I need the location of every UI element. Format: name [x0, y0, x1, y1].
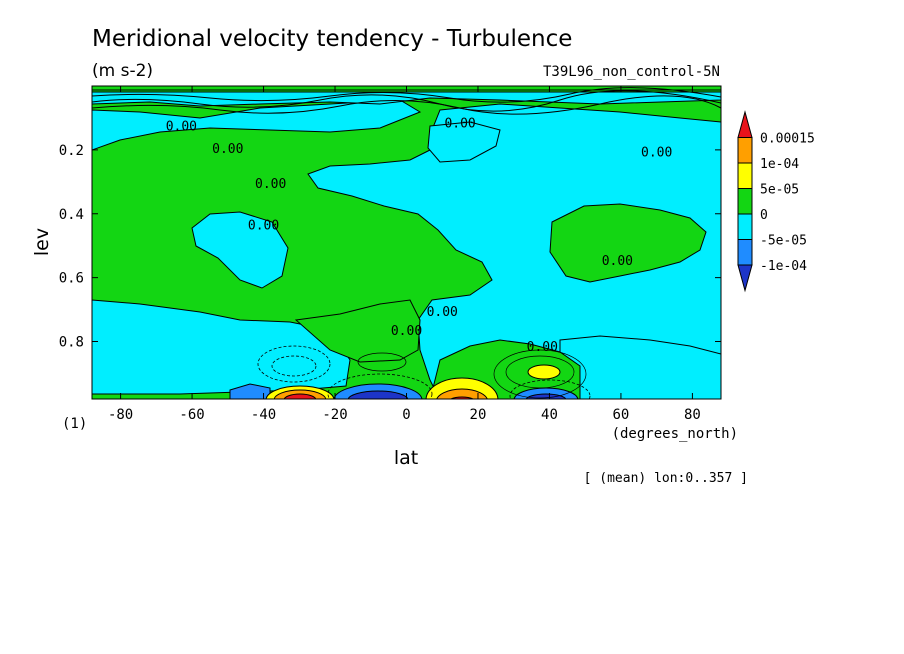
- colorbar-cap-bottom: [737, 264, 753, 293]
- x-axis-label: lat: [394, 447, 418, 469]
- colorbar-swatch: [737, 213, 753, 240]
- y-tick-label: 0.6: [59, 271, 84, 287]
- x-units-label: (degrees_north): [612, 426, 738, 442]
- colorbar-swatch: [737, 188, 753, 215]
- region-negative-upper-left: [92, 99, 422, 151]
- contour-label: 0.00: [427, 305, 458, 320]
- chart-units: (m s-2): [92, 61, 153, 81]
- x-tick-label: 80: [684, 407, 701, 423]
- contour-label: 0.00: [255, 177, 286, 192]
- colorbar-swatch: [737, 239, 753, 266]
- x-tick-label: -60: [179, 407, 204, 423]
- y-axis: 0.2 0.4 0.6 0.8: [59, 143, 721, 351]
- contour-label: 0.00: [166, 120, 197, 135]
- region-negative-center: [307, 103, 721, 399]
- contour-field: [92, 86, 721, 399]
- region-positive-core-north-mid: [436, 388, 488, 399]
- x-axis: -80 -60 -40 -20 0 20 40 60 80: [108, 86, 701, 423]
- negative-contours: [257, 345, 591, 399]
- x-tick-label: -40: [251, 407, 276, 423]
- region-negative-lower-left: [92, 299, 351, 395]
- region-positive-core-north: [425, 377, 499, 399]
- y-tick-label: 0.2: [59, 143, 84, 159]
- x-tick-label: 20: [470, 407, 487, 423]
- region-positive-spot-north: [527, 364, 561, 380]
- y-units-label: (1): [62, 416, 87, 432]
- x-tick-label: 0: [402, 407, 410, 423]
- colorbar-swatch: [737, 137, 753, 164]
- colorbar-label: -5e-05: [760, 234, 807, 249]
- y-tick-label: 0.8: [59, 335, 84, 351]
- x-tick-label: 40: [541, 407, 558, 423]
- region-negative-upper-center: [427, 121, 501, 163]
- region-positive-core-south-max: [283, 393, 317, 399]
- region-negative-core-equator-max: [347, 390, 409, 399]
- contour-label: 0.00: [391, 324, 422, 339]
- colorbar: 0.00015 1e-04 5e-05 0 -5e-05 -1e-04: [737, 110, 815, 293]
- colorbar-label: 1e-04: [760, 157, 799, 172]
- colorbar-cap-top: [737, 110, 753, 138]
- x-tick-label: -20: [322, 407, 347, 423]
- region-negative-right-lower: [559, 335, 721, 399]
- colorbar-label: 0: [760, 208, 768, 223]
- chart-title: Meridional velocity tendency - Turbulenc…: [92, 26, 572, 52]
- contour-label: 0.00: [444, 117, 475, 132]
- chart-subtitle: T39L96_non_control-5N: [543, 64, 720, 80]
- y-tick-label: 0.4: [59, 207, 84, 223]
- x-tick-label: -80: [108, 407, 133, 423]
- contour-label: 0.00: [602, 254, 633, 269]
- contour-label: 0.00: [527, 340, 558, 355]
- region-positive-right-mid: [549, 203, 707, 283]
- region-positive-core-south-mid: [273, 389, 327, 399]
- colorbar-label: 5e-05: [760, 183, 799, 198]
- region-positive-central-tongue: [294, 299, 421, 363]
- colorbar-label: -1e-04: [760, 259, 807, 274]
- y-axis-label: lev: [31, 228, 53, 256]
- colorbar-swatch: [737, 162, 753, 189]
- region-negative-left-mid: [191, 211, 289, 289]
- contour-label: 0.00: [248, 219, 279, 234]
- x-tick-label: 60: [613, 407, 630, 423]
- contour-label: 0.00: [641, 145, 672, 160]
- positive-contours: [357, 349, 587, 399]
- footnote: [ (mean) lon:0..357 ]: [584, 471, 748, 486]
- contour-label: 0.00: [212, 142, 243, 157]
- colorbar-label: 0.00015: [760, 132, 815, 147]
- contour-labels: 0.00 0.00 0.00 0.00 0.00 0.00 0.00 0.00 0.00 0.00: [166, 117, 673, 356]
